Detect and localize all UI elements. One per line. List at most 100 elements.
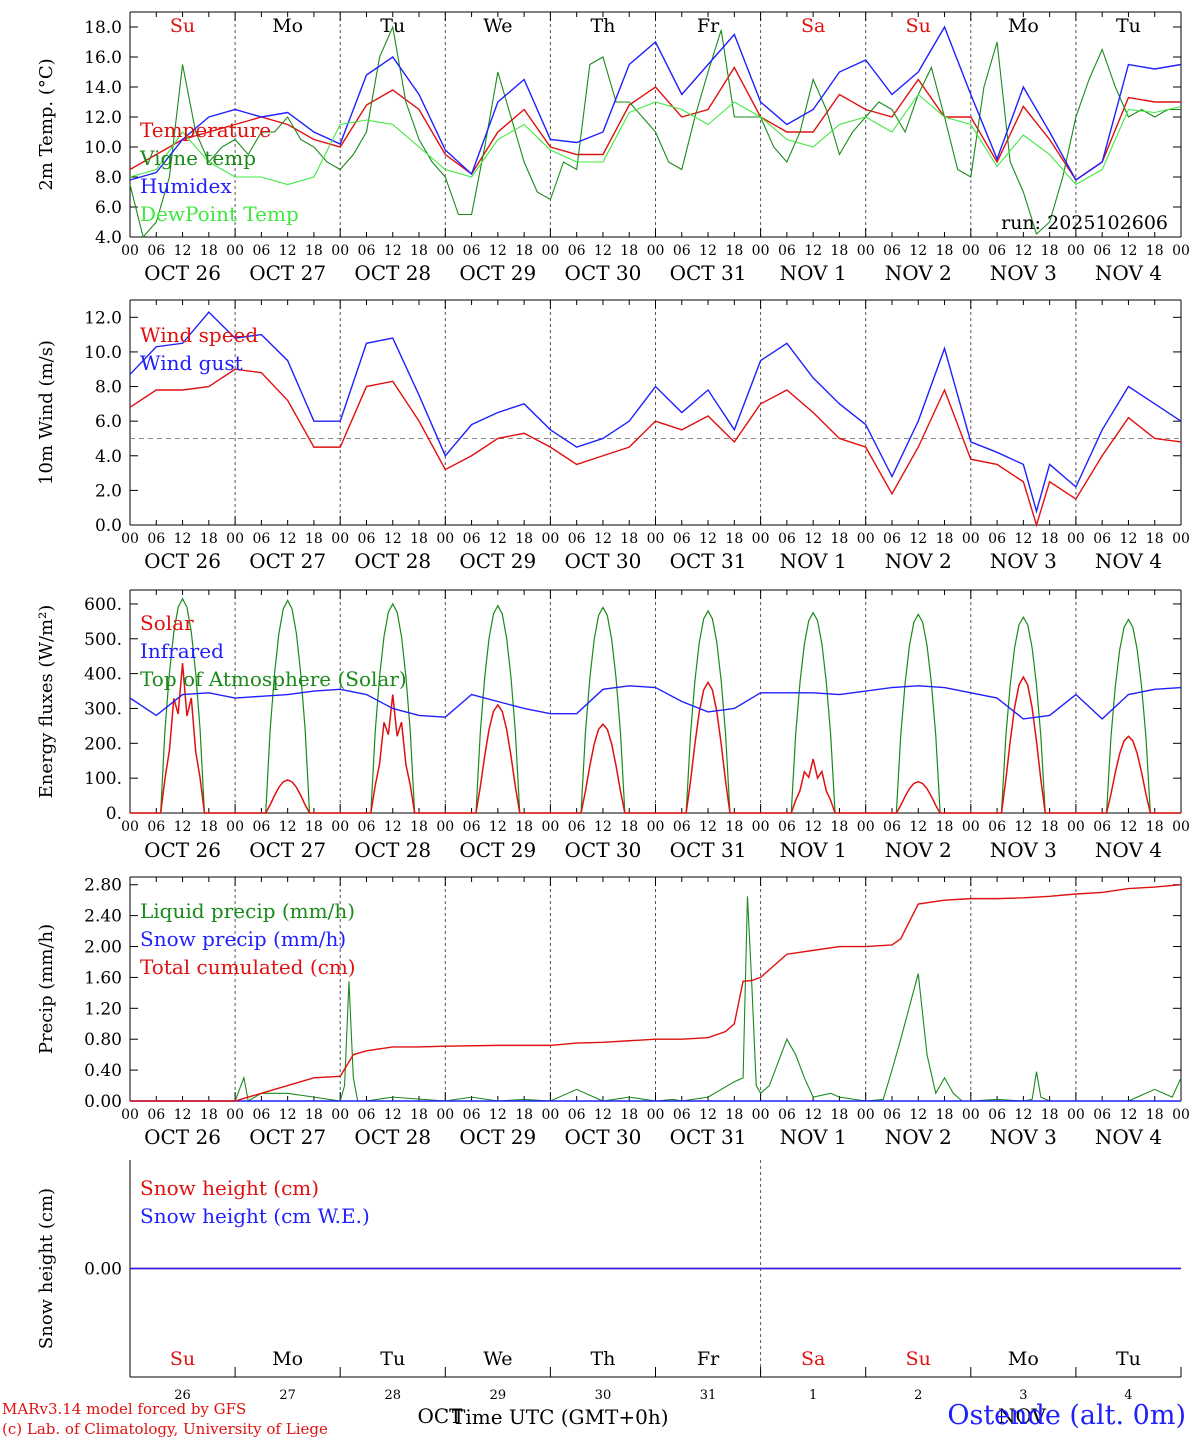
date-label: OCT 28: [354, 838, 431, 862]
hour-tick-label: 00: [857, 243, 875, 259]
hour-tick-label: 06: [252, 243, 270, 259]
hour-tick-label: 06: [1093, 531, 1111, 547]
hour-tick-label: 18: [305, 531, 323, 547]
date-label: OCT 27: [249, 549, 326, 573]
day-number-label: 30: [595, 1388, 612, 1403]
infrared-series-line: [129, 685, 1182, 720]
date-label: NOV 4: [1095, 261, 1162, 285]
hour-tick-label: 00: [752, 243, 770, 259]
hour-tick-label: 00: [1067, 1107, 1085, 1123]
legend-entry: Liquid precip (mm/h): [140, 899, 355, 923]
y-tick-label: 200.: [84, 734, 122, 754]
legend-entry: DewPoint Temp: [140, 202, 299, 226]
hour-tick-label: 18: [620, 819, 638, 835]
hour-tick-label: 12: [1014, 1107, 1032, 1123]
hour-tick-label: 12: [594, 819, 612, 835]
hour-tick-label: 06: [568, 1107, 586, 1123]
date-label: NOV 2: [885, 1125, 952, 1149]
date-label: NOV 3: [990, 1125, 1057, 1149]
hour-tick-label: 06: [883, 531, 901, 547]
y-tick-label: 0.0: [95, 516, 122, 536]
date-label: OCT 28: [354, 549, 431, 573]
hour-tick-label: 06: [463, 819, 481, 835]
date-label: OCT 31: [670, 549, 747, 573]
hour-tick-label: 06: [1093, 819, 1111, 835]
y-tick-label: 8.0: [95, 168, 122, 188]
hour-tick-label: 06: [358, 531, 376, 547]
date-label: OCT 26: [144, 261, 221, 285]
date-label: NOV 4: [1095, 549, 1162, 573]
wind-gust-series-line: [129, 311, 1182, 514]
weekday-label-bottom: Mo: [1008, 1348, 1039, 1370]
hour-tick-label: 00: [1172, 819, 1190, 835]
hour-tick-label: 12: [384, 531, 402, 547]
hour-tick-label: 18: [1041, 819, 1059, 835]
weekday-label-bottom: Th: [590, 1348, 615, 1370]
hour-tick-label: 06: [147, 819, 165, 835]
hour-tick-label: 12: [804, 531, 822, 547]
hour-tick-label: 12: [1014, 243, 1032, 259]
y-tick-label: 14.0: [84, 78, 122, 98]
weekday-label-bottom: Su: [170, 1348, 195, 1370]
hour-tick-label: 18: [831, 531, 849, 547]
date-label: NOV 2: [885, 261, 952, 285]
y-tick-label: 10.0: [84, 343, 122, 363]
hour-tick-label: 00: [541, 819, 559, 835]
legend-entry: Infrared: [140, 639, 224, 663]
hour-tick-label: 00: [226, 1107, 244, 1123]
hour-tick-label: 12: [279, 1107, 297, 1123]
y-tick-label: 500.: [84, 630, 122, 650]
date-label: NOV 2: [885, 838, 952, 862]
hour-tick-label: 18: [410, 243, 428, 259]
dewpoint-temp-series-line: [129, 93, 1182, 186]
hour-tick-label: 18: [620, 243, 638, 259]
hour-tick-label: 06: [147, 531, 165, 547]
y-tick-label: 0.00: [84, 1092, 122, 1112]
date-label: OCT 30: [565, 261, 642, 285]
hour-tick-label: 18: [515, 819, 533, 835]
weekday-label-bottom: Sa: [801, 1348, 825, 1370]
hour-tick-label: 06: [358, 243, 376, 259]
hour-tick-label: 00: [1172, 1107, 1190, 1123]
hour-tick-label: 12: [909, 531, 927, 547]
date-label: OCT 29: [459, 838, 536, 862]
hour-tick-label: 06: [568, 531, 586, 547]
hour-tick-label: 00: [331, 531, 349, 547]
hour-tick-label: 06: [673, 531, 691, 547]
legend-entry: Temperature: [140, 118, 271, 142]
hour-tick-label: 00: [331, 819, 349, 835]
date-label: NOV 4: [1095, 1125, 1162, 1149]
hour-tick-label: 06: [252, 819, 270, 835]
hour-tick-label: 06: [673, 819, 691, 835]
hour-tick-label: 18: [200, 819, 218, 835]
y-tick-label: 10.0: [84, 138, 122, 158]
date-label: OCT 29: [459, 1125, 536, 1149]
hour-tick-label: 00: [857, 1107, 875, 1123]
hour-tick-label: 00: [647, 531, 665, 547]
weekday-label-top: Mo: [272, 15, 303, 37]
hour-tick-label: 06: [778, 1107, 796, 1123]
weekday-label-bottom: Tu: [1116, 1348, 1141, 1370]
hour-tick-label: 12: [174, 531, 192, 547]
hour-tick-label: 18: [936, 1107, 954, 1123]
date-label: OCT 27: [249, 1125, 326, 1149]
legend-entry: Vigne temp: [139, 146, 256, 170]
hour-tick-label: 00: [962, 531, 980, 547]
hour-tick-label: 06: [252, 531, 270, 547]
y-tick-label: 4.0: [95, 228, 122, 248]
date-label: OCT 26: [144, 838, 221, 862]
hour-tick-label: 00: [331, 243, 349, 259]
date-label: NOV 1: [780, 838, 847, 862]
day-number-label: 27: [279, 1388, 296, 1403]
hour-tick-label: 00: [752, 819, 770, 835]
day-number-label: 1: [809, 1388, 817, 1403]
y-tick-label: 12.0: [84, 308, 122, 328]
hour-tick-label: 12: [699, 243, 717, 259]
hour-tick-label: 12: [699, 531, 717, 547]
solar-series-line: [130, 663, 1181, 814]
hour-tick-label: 12: [279, 531, 297, 547]
hour-tick-label: 12: [384, 243, 402, 259]
hour-tick-label: 12: [489, 243, 507, 259]
y-axis-title: Precip (mm/h): [36, 924, 57, 1054]
y-tick-label: 18.0: [84, 18, 122, 38]
